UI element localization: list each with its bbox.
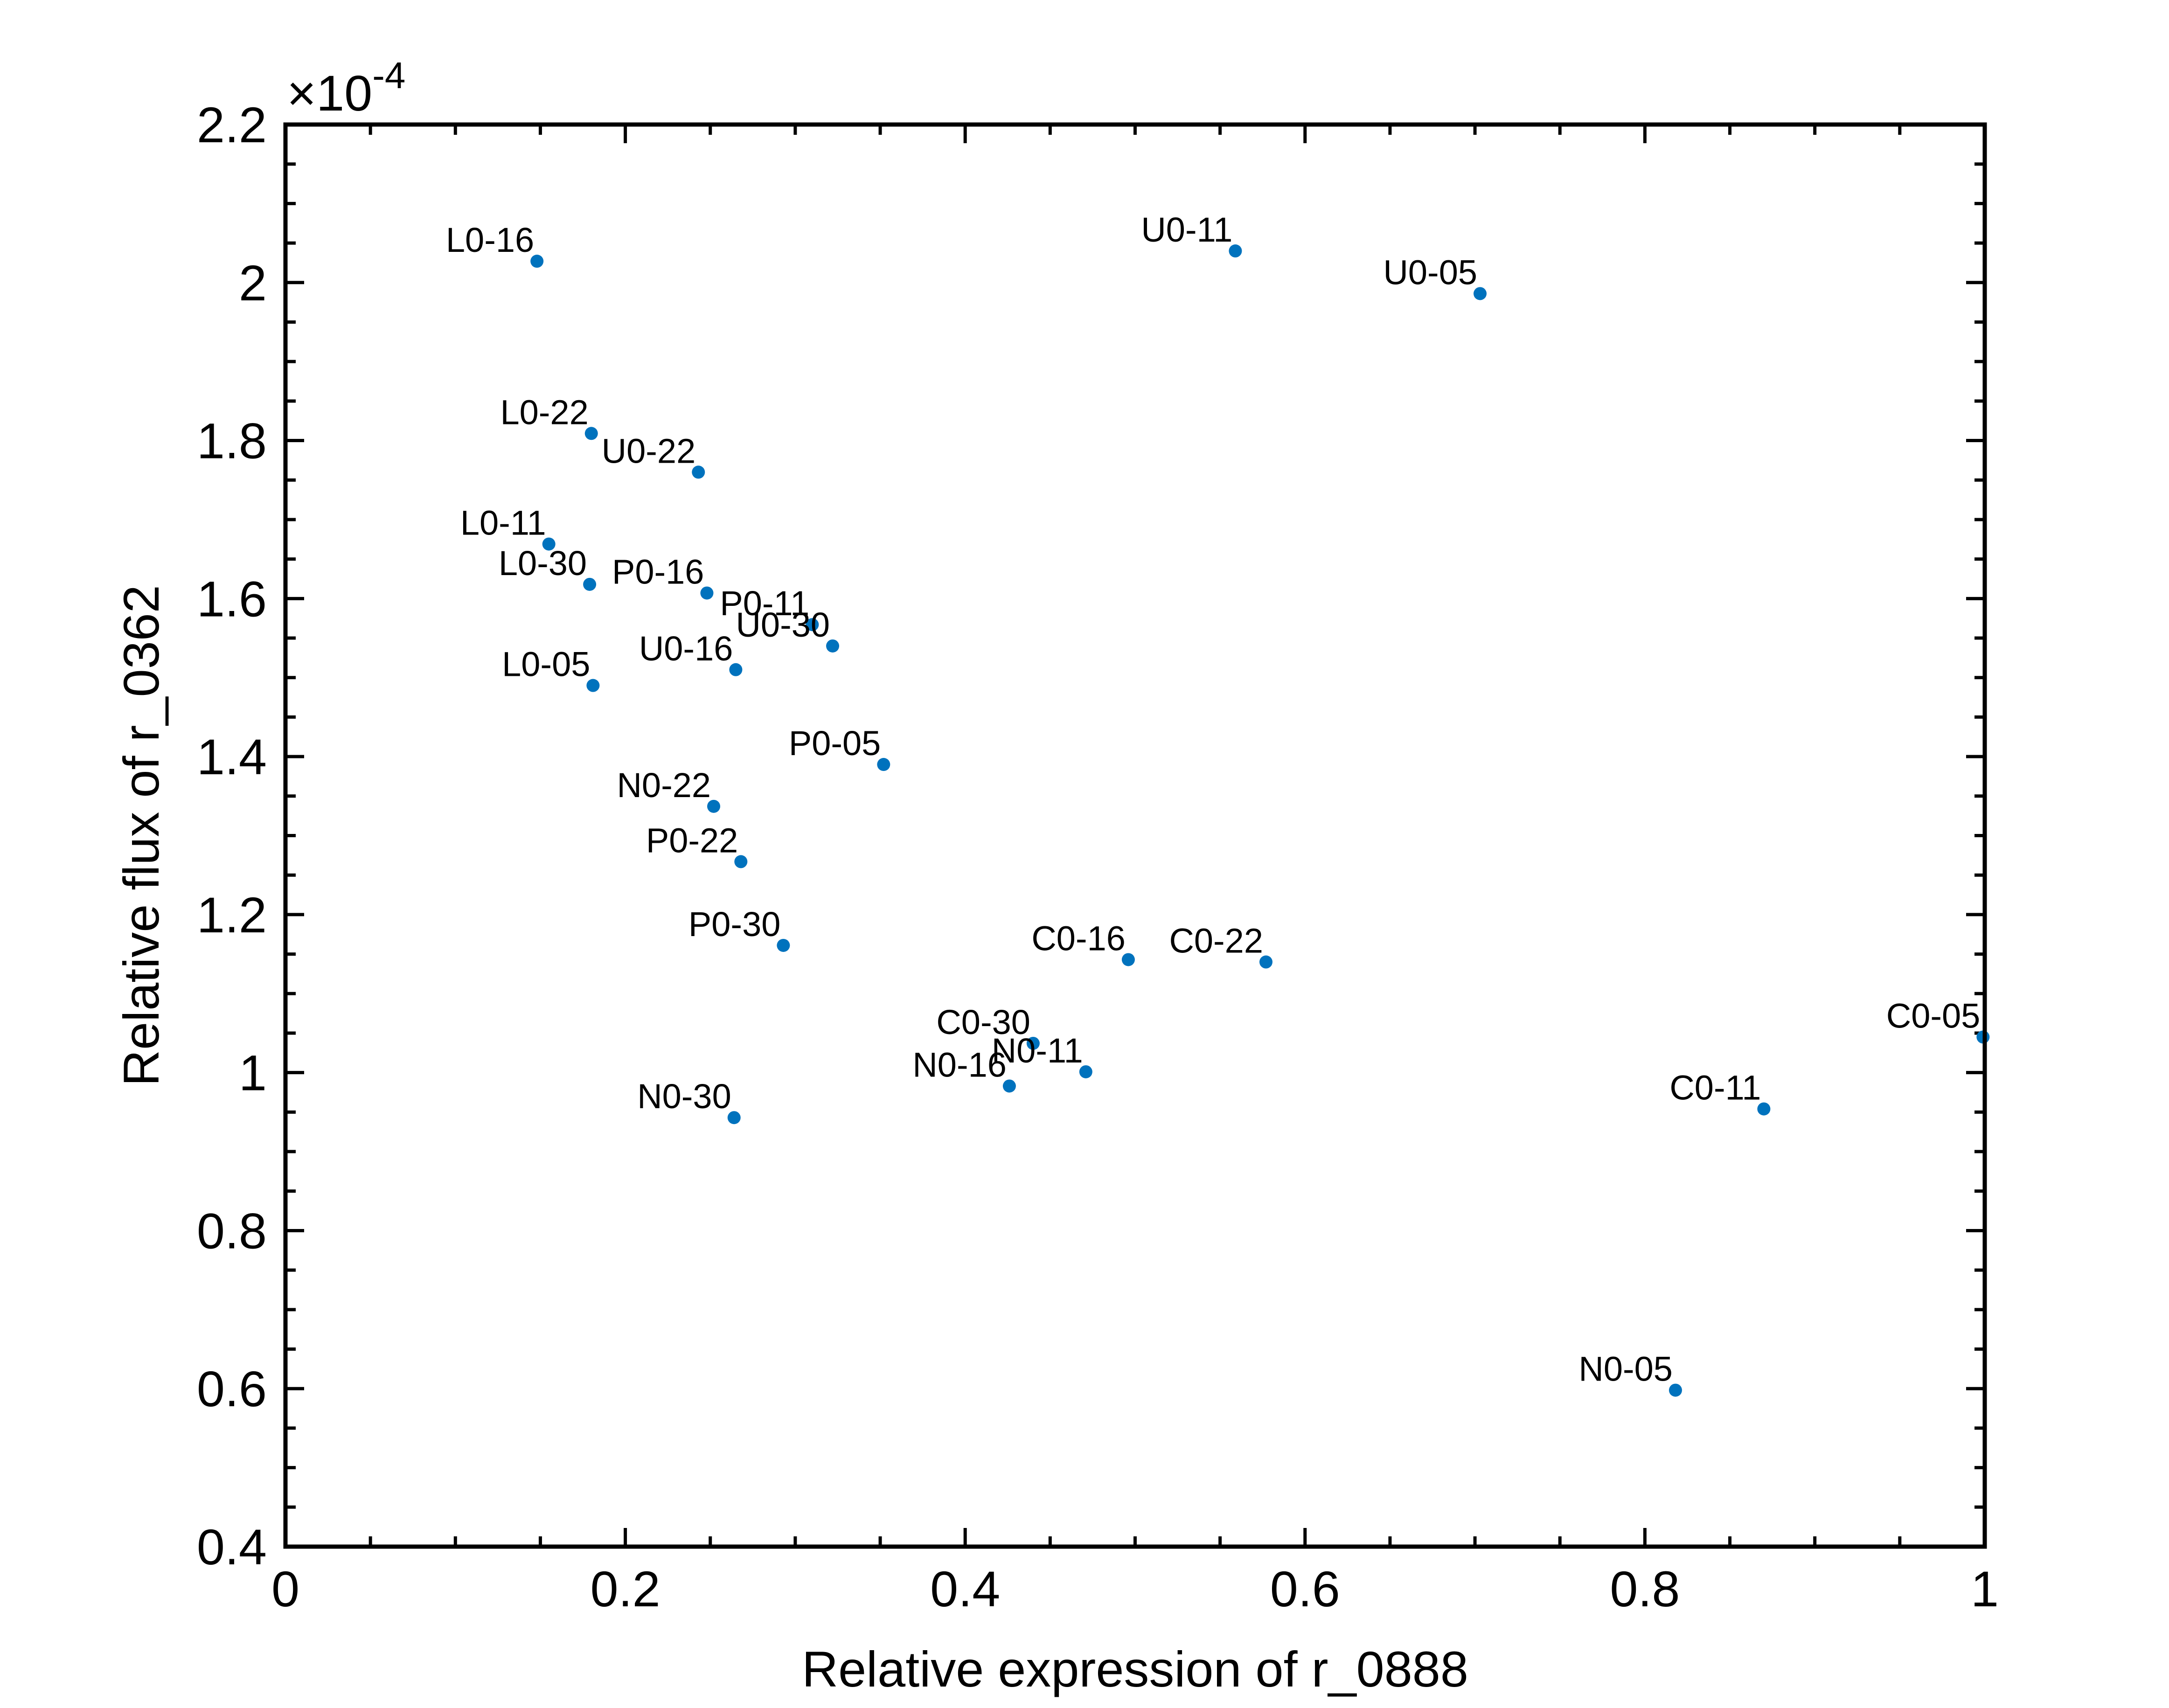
y-tick-labels: 0.4 0.6 0.8 1 1.2 1.4 1.6 1.8 2 2.2 (197, 97, 267, 1575)
data-point-label: C0-22 (1169, 922, 1263, 960)
y-axis-multiplier: ×10-4 (287, 55, 405, 121)
x-tick-labels: 0 0.2 0.4 0.6 0.8 1 (271, 1561, 1999, 1617)
y-tick-label: 1.2 (197, 887, 267, 943)
data-point (806, 618, 819, 632)
data-point-label: C0-05 (1886, 996, 1981, 1035)
data-point-label: C0-16 (1031, 919, 1126, 958)
data-point (826, 639, 840, 653)
plot-area-frame (283, 122, 1987, 1549)
data-point (1079, 1065, 1092, 1078)
data-point-label: P0-30 (688, 905, 780, 944)
data-point (777, 938, 790, 952)
data-point (1002, 1079, 1016, 1093)
data-point-label: N0-16 (912, 1045, 1007, 1084)
data-point (729, 663, 743, 676)
data-point-label: N0-11 (992, 1031, 1083, 1070)
data-point-label: P0-05 (789, 724, 881, 763)
data-point-label: L0-22 (500, 393, 588, 431)
data-point-label: U0-16 (639, 629, 733, 668)
x-tick-label: 0.2 (591, 1561, 660, 1617)
data-point (542, 537, 556, 551)
y-tick-label: 0.8 (197, 1202, 267, 1259)
y-tick-label: 1.8 (197, 413, 267, 469)
data-point-label: L0-16 (446, 221, 534, 259)
y-tick-label: 1.4 (197, 729, 267, 785)
x-tick-label: 0 (271, 1561, 299, 1617)
y-tick-label: 0.4 (197, 1519, 267, 1575)
data-point-label: N0-30 (637, 1077, 731, 1116)
y-tick-label: 1 (239, 1045, 267, 1101)
y-axis-title: Relative flux of r_0362 (113, 585, 169, 1086)
y-tick-label: 2 (239, 255, 267, 311)
data-point (583, 577, 597, 591)
data-point-label: L0-30 (499, 544, 587, 583)
data-point (1757, 1102, 1771, 1116)
data-point-label: C0-30 (936, 1003, 1030, 1041)
data-point (1026, 1036, 1040, 1050)
data-point (692, 465, 705, 479)
data-point-label: U0-22 (602, 431, 696, 470)
data-point-label: P0-11 (720, 584, 809, 623)
data-point (1668, 1383, 1682, 1397)
data-point (1474, 287, 1487, 300)
data-point (727, 1111, 741, 1125)
x-axis-title: Relative expression of r_0888 (802, 1641, 1468, 1697)
data-point-label: N0-05 (1578, 1350, 1673, 1389)
data-point-label: P0-22 (646, 821, 738, 860)
y-multiplier-exponent: -4 (372, 55, 405, 96)
data-point (1121, 953, 1135, 966)
x-tick-label: 0.4 (930, 1561, 1000, 1617)
data-point (877, 758, 890, 771)
data-points (530, 244, 1990, 1397)
y-tick-label: 0.6 (197, 1361, 267, 1417)
x-tick-label: 1 (1971, 1561, 1999, 1617)
data-point-label: L0-11 (460, 503, 546, 542)
data-point-label: C0-11 (1669, 1069, 1761, 1107)
data-point (1259, 955, 1273, 969)
data-point-label: U0-05 (1383, 253, 1477, 292)
y-tick-label: 2.2 (197, 97, 267, 153)
data-point-label: U0-30 (736, 605, 830, 644)
data-point (700, 586, 714, 600)
data-point-label: N0-22 (617, 766, 711, 805)
x-tick-label: 0.8 (1610, 1561, 1680, 1617)
data-point (707, 799, 721, 813)
data-point (1229, 244, 1242, 258)
y-tick-label: 1.6 (197, 570, 267, 627)
x-tick-label: 0.6 (1270, 1561, 1340, 1617)
data-point-label: P0-16 (612, 552, 704, 591)
data-point (584, 427, 598, 440)
data-point (586, 679, 600, 692)
y-multiplier-base: ×10 (287, 65, 372, 121)
data-point-label: U0-11 (1141, 210, 1232, 249)
data-point (530, 255, 544, 268)
data-point-label: L0-05 (502, 645, 590, 684)
data-point (734, 855, 748, 868)
